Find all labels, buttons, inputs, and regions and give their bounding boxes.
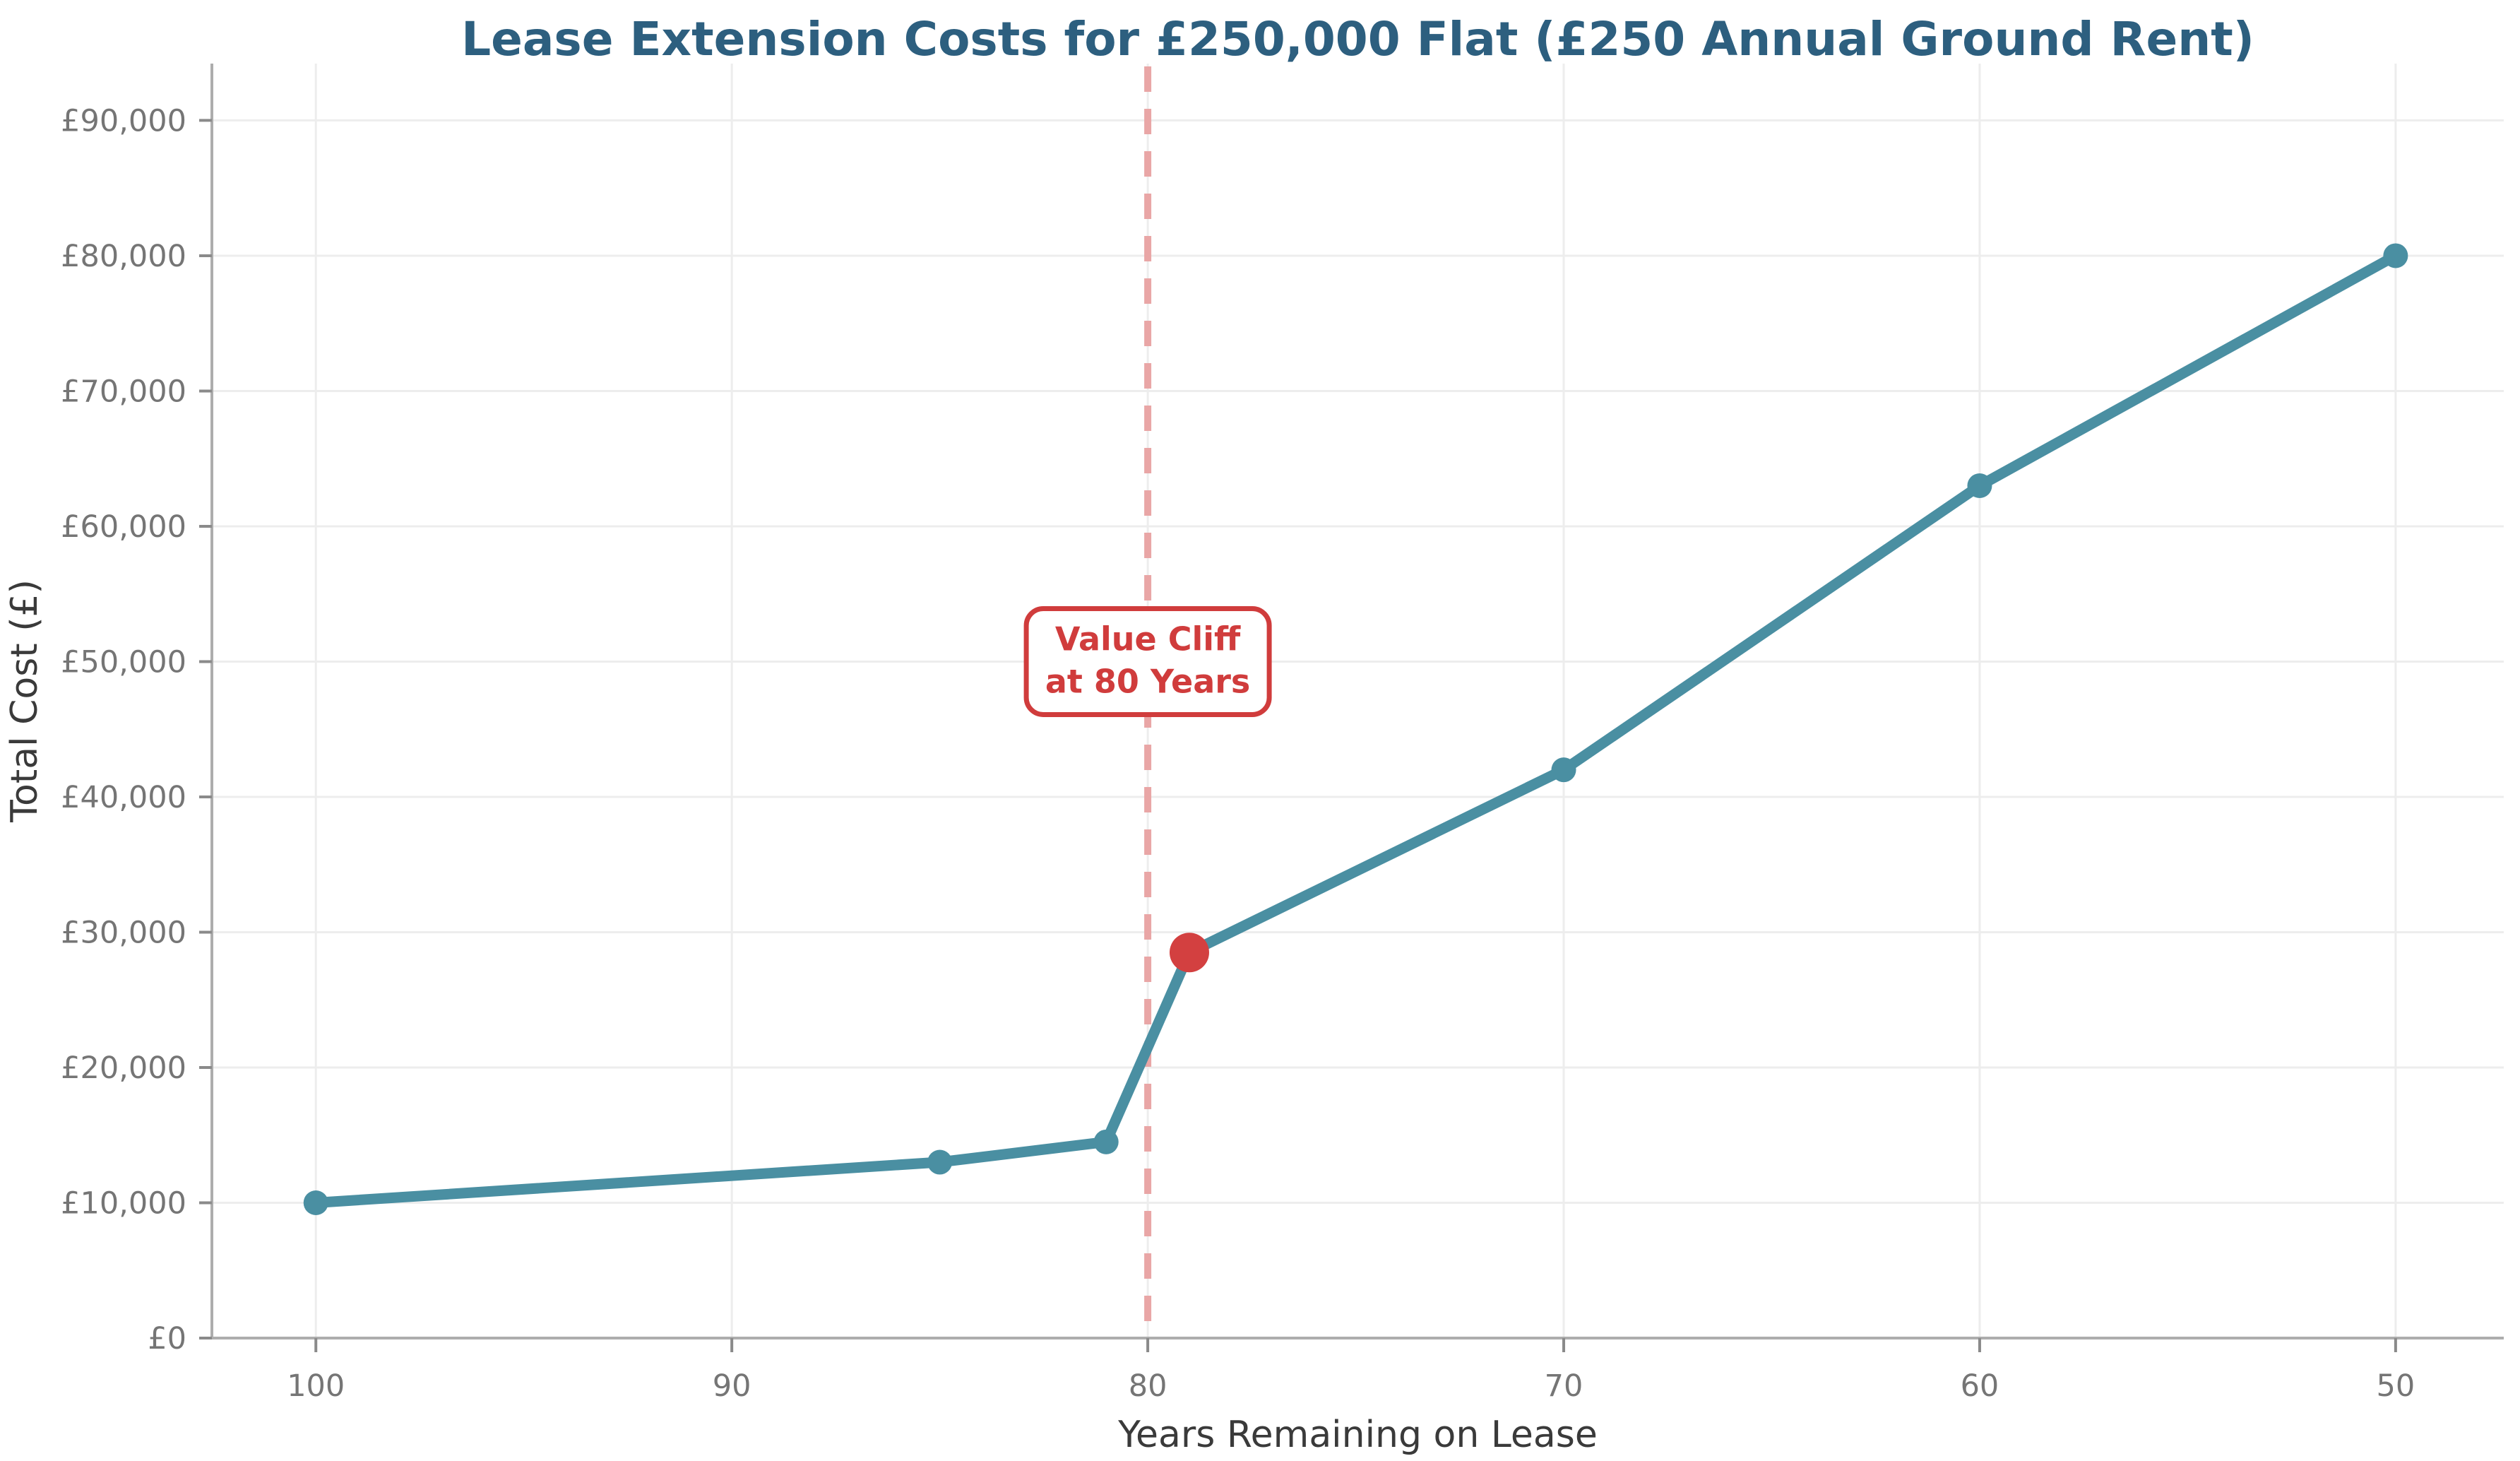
cost-line <box>310 250 2401 1208</box>
y-tick-label: £40,000 <box>61 780 186 815</box>
x-tick-label: 70 <box>1545 1368 1583 1404</box>
data-point <box>2383 243 2408 268</box>
y-tick-label: £60,000 <box>61 509 186 545</box>
x-tick-label: 50 <box>2377 1368 2415 1404</box>
chart-title: Lease Extension Costs for £250,000 Flat … <box>461 12 2254 66</box>
data-point <box>303 1190 328 1215</box>
annotation-line2: at 80 Years <box>1045 662 1250 700</box>
y-tick-label: £70,000 <box>61 374 186 409</box>
x-axis-label: Years Remaining on Lease <box>1117 1414 1598 1456</box>
data-point <box>1551 757 1576 783</box>
x-tick-label: 90 <box>713 1368 751 1404</box>
highlight-data-point <box>1169 933 1209 973</box>
y-tick-label: £50,000 <box>61 644 186 680</box>
x-tick-label: 100 <box>287 1368 345 1404</box>
data-point <box>1093 1129 1119 1154</box>
y-tick-label: £20,000 <box>61 1051 186 1086</box>
y-tick-label: £30,000 <box>61 915 186 950</box>
annotation-line1: Value Cliff <box>1055 620 1241 658</box>
x-tick-label: 60 <box>1961 1368 1999 1404</box>
y-tick-label: £80,000 <box>61 239 186 274</box>
y-tick-label: £10,000 <box>61 1185 186 1221</box>
data-point <box>927 1149 953 1175</box>
value-cliff-annotation: Value Cliff at 80 Years <box>1023 605 1272 717</box>
y-axis-label: Total Cost (£) <box>4 579 46 823</box>
cost-line-series <box>303 243 2408 1215</box>
data-point <box>1967 473 1992 499</box>
annotation-box <box>1023 605 1272 717</box>
x-tick-label: 80 <box>1129 1368 1167 1404</box>
y-tick-label: £90,000 <box>61 103 186 138</box>
axes-spines-and-ticks: £0 £10,000 £20,000 £30,000 £40,000 £50,000 £60… <box>61 64 2504 1404</box>
gridlines <box>212 64 2504 1339</box>
y-tick-label: £0 <box>148 1321 186 1356</box>
